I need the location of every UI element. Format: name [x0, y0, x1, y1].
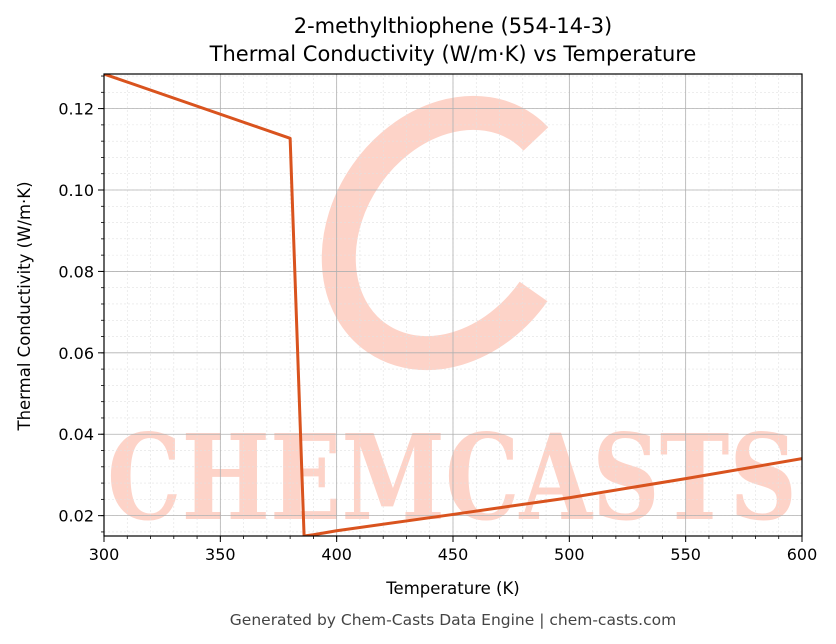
x-tick-label: 500: [554, 545, 585, 564]
x-tick-label: 350: [205, 545, 236, 564]
y-axis-label: Thermal Conductivity (W/m·K): [15, 181, 34, 431]
x-tick-label: 450: [438, 545, 469, 564]
y-tick-label: 0.04: [58, 425, 94, 444]
x-axis-label: Temperature (K): [385, 579, 519, 598]
y-tick-label: 0.02: [58, 507, 94, 526]
y-tick-label: 0.06: [58, 344, 94, 363]
y-tick-label: 0.12: [58, 100, 94, 119]
series-layer: [104, 74, 802, 536]
watermark-text: CHEMCASTS: [107, 408, 797, 547]
y-tick-label: 0.10: [58, 181, 94, 200]
x-tick-label: 400: [321, 545, 352, 564]
chart-subtitle: Thermal Conductivity (W/m·K) vs Temperat…: [209, 42, 697, 66]
x-tick-label: 300: [89, 545, 120, 564]
watermark-logo: CHEMCASTS: [107, 95, 797, 547]
footer-credit: Generated by Chem-Casts Data Engine | ch…: [230, 611, 676, 629]
y-tick-label: 0.08: [58, 262, 94, 281]
x-axis: 300 350 400 450 500 550 600: [89, 536, 818, 564]
series-line: [104, 74, 802, 536]
x-tick-label: 550: [670, 545, 701, 564]
chart-title: 2-methylthiophene (554-14-3): [294, 14, 613, 38]
x-tick-label: 600: [787, 545, 818, 564]
y-axis: 0.02 0.04 0.06 0.08 0.10 0.12: [58, 75, 104, 533]
